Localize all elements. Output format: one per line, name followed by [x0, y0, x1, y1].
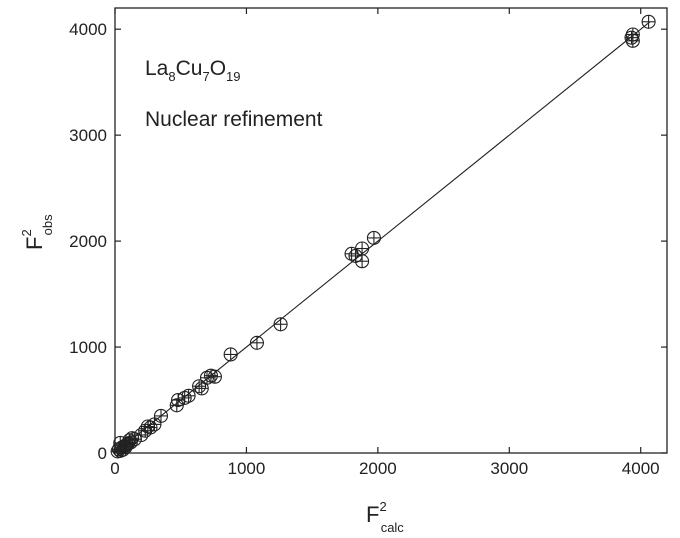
y-tick-label-1: 1000: [69, 338, 107, 357]
formula-part-5: 19: [226, 69, 240, 84]
data-point-39: [625, 27, 640, 42]
plot-frame: [114, 7, 668, 454]
axis-ticks: 0 1000 2000 3000 4000 0 1000 2000 3000 4000: [69, 8, 667, 478]
formula-part-0: La: [145, 57, 169, 80]
data-point-29: [223, 347, 238, 362]
data-point-18: [147, 417, 162, 432]
x-axis-title-main: F: [366, 502, 379, 527]
y-tick-label-2: 2000: [69, 232, 107, 251]
y-axis-title: F2 obs: [19, 214, 55, 250]
y-tick-label-4: 4000: [69, 20, 107, 39]
x-axis-title-sup: 2: [379, 499, 386, 514]
y-tick-label-3: 3000: [69, 126, 107, 145]
data-point-13: [113, 435, 128, 450]
y-axis-title-sub: obs: [40, 214, 55, 235]
data-points: [110, 14, 656, 459]
y-axis-title-sup: 2: [19, 229, 34, 236]
y-tick-label-0: 0: [98, 444, 107, 463]
x-tick-label-1: 1000: [228, 459, 266, 478]
formula-annotation: La8Cu7O19: [145, 57, 241, 84]
x-axis-title-sub: calc: [381, 520, 405, 535]
x-tick-label-0: 0: [110, 459, 119, 478]
formula-part-3: 7: [202, 69, 209, 84]
data-point-35: [355, 254, 370, 269]
data-point-28: [207, 369, 222, 384]
data-point-36: [366, 230, 381, 245]
x-tick-label-4: 4000: [622, 459, 660, 478]
refinement-annotation: Nuclear refinement: [145, 108, 323, 131]
data-point-19: [153, 408, 169, 423]
fit-line-group: [114, 21, 651, 454]
data-point-23: [181, 388, 196, 403]
data-point-31: [273, 317, 288, 332]
data-point-30: [249, 335, 264, 350]
fit-line: [114, 21, 651, 454]
x-tick-label-3: 3000: [490, 459, 528, 478]
formula-part-1: 8: [168, 69, 175, 84]
x-axis-title: F2 calc: [366, 499, 404, 535]
x-tick-label-2: 2000: [359, 459, 397, 478]
formula-part-4: O: [210, 57, 226, 80]
formula-part-2: Cu: [176, 57, 203, 80]
data-point-17: [143, 420, 158, 435]
data-point-40: [641, 14, 656, 29]
data-point-34: [355, 241, 370, 256]
y-axis-title-main: F: [22, 237, 47, 250]
